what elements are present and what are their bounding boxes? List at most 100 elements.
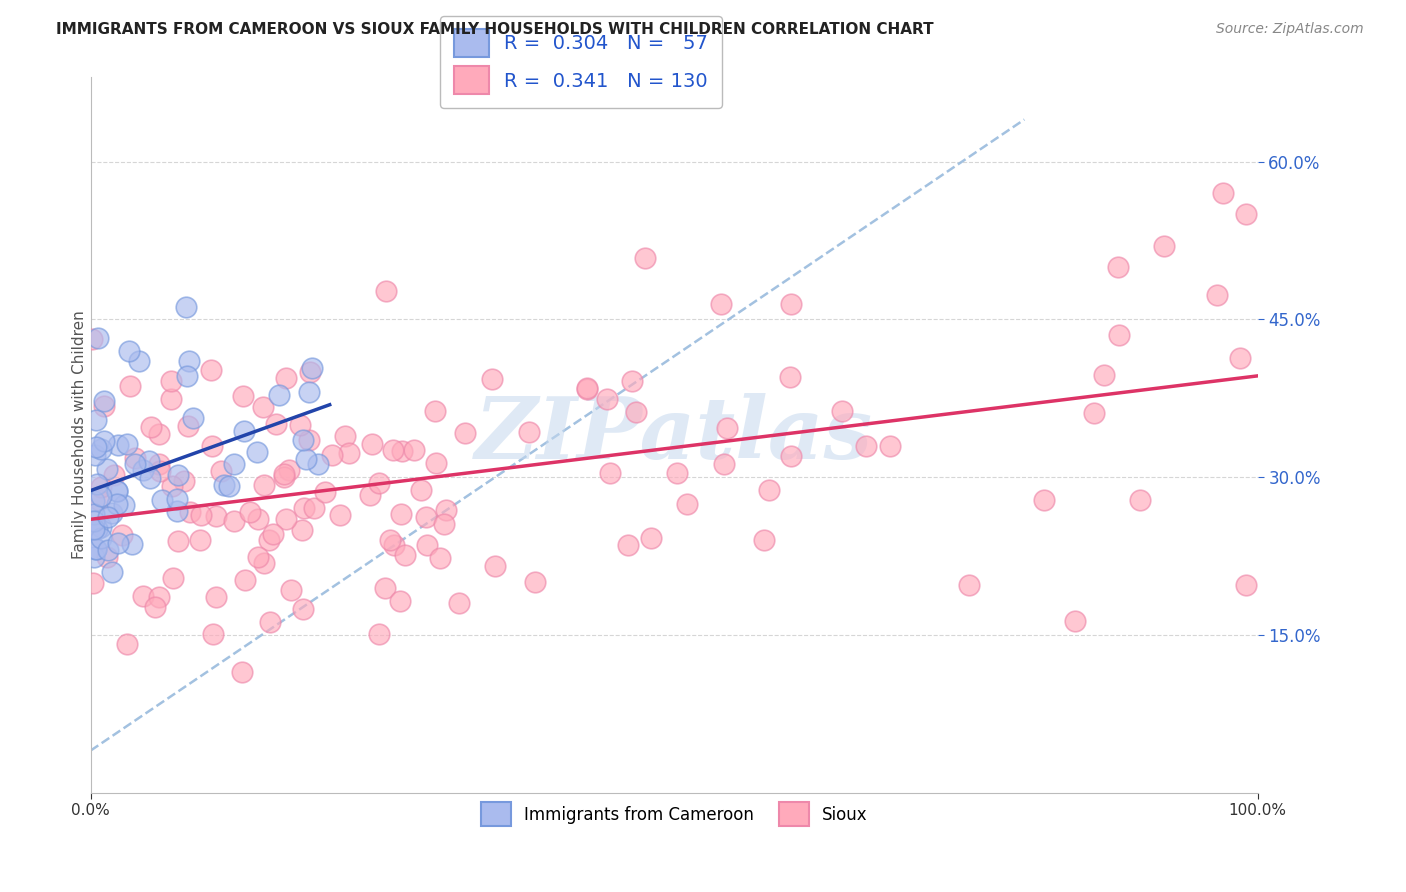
Point [576, 381, 599, 395]
Point [640, 531, 662, 545]
Point [246, 550, 269, 565]
Point [246, 444, 269, 458]
Point [149, 464, 172, 478]
Point [1092, 368, 1115, 383]
Point [301, 361, 323, 376]
Point [676, 497, 699, 511]
Point [314, 485, 336, 500]
Point [276, 371, 298, 385]
Point [139, 471, 162, 485]
Point [107, 483, 129, 498]
Point [337, 446, 360, 460]
Point [274, 512, 297, 526]
Point [292, 602, 315, 616]
Point [290, 417, 312, 432]
Point [273, 467, 295, 482]
Point [394, 548, 416, 562]
Point [84, 448, 107, 462]
Point [378, 533, 401, 547]
Point [233, 573, 256, 587]
Point [297, 385, 319, 400]
Point [329, 508, 352, 522]
Point [128, 354, 150, 368]
Point [524, 575, 547, 590]
Point [86, 522, 108, 536]
Point [200, 363, 222, 377]
Point [201, 439, 224, 453]
Point [517, 425, 540, 439]
Point [1064, 614, 1087, 628]
Point [159, 374, 181, 388]
Point [273, 469, 295, 483]
Point [307, 457, 329, 471]
Point [291, 523, 314, 537]
Point [124, 450, 146, 465]
Point [295, 452, 318, 467]
Point [176, 300, 198, 314]
Point [758, 483, 780, 497]
Point [277, 463, 299, 477]
Point [262, 527, 284, 541]
Point [188, 533, 211, 547]
Point [626, 405, 648, 419]
Point [224, 514, 246, 528]
Point [429, 551, 451, 566]
Point [162, 571, 184, 585]
Point [118, 343, 141, 358]
Point [713, 457, 735, 471]
Point [205, 590, 228, 604]
Point [177, 354, 200, 368]
Point [710, 297, 733, 311]
Point [416, 538, 439, 552]
Point [218, 478, 240, 492]
Point [259, 615, 281, 629]
Point [105, 484, 128, 499]
Point [118, 379, 141, 393]
Point [83, 522, 105, 536]
Point [621, 374, 644, 388]
Point [84, 542, 107, 557]
Point [232, 389, 254, 403]
Point [716, 421, 738, 435]
Point [481, 372, 503, 386]
Point [90, 489, 112, 503]
Point [105, 497, 128, 511]
Point [148, 457, 170, 471]
Point [90, 520, 112, 534]
Point [160, 479, 183, 493]
Point [86, 440, 108, 454]
Point [166, 492, 188, 507]
Point [333, 428, 356, 442]
Point [1083, 406, 1105, 420]
Point [90, 531, 112, 545]
Point [190, 508, 212, 522]
Point [298, 434, 321, 448]
Point [90, 442, 112, 457]
Point [599, 467, 621, 481]
Point [115, 637, 138, 651]
Legend: Immigrants from Cameroon, Sioux: Immigrants from Cameroon, Sioux [472, 794, 876, 834]
Point [82, 575, 104, 590]
Point [231, 665, 253, 679]
Point [879, 439, 901, 453]
Point [484, 558, 506, 573]
Point [634, 252, 657, 266]
Point [302, 501, 325, 516]
Point [402, 443, 425, 458]
Point [253, 478, 276, 492]
Point [779, 369, 801, 384]
Point [86, 476, 108, 491]
Point [374, 582, 396, 596]
Point [148, 590, 170, 604]
Point [176, 419, 198, 434]
Point [292, 433, 315, 447]
Text: IMMIGRANTS FROM CAMEROON VS SIOUX FAMILY HOUSEHOLDS WITH CHILDREN CORRELATION CH: IMMIGRANTS FROM CAMEROON VS SIOUX FAMILY… [56, 22, 934, 37]
Point [1234, 578, 1257, 592]
Point [166, 504, 188, 518]
Point [224, 457, 246, 471]
Point [780, 449, 803, 463]
Point [212, 478, 235, 492]
Point [596, 392, 619, 406]
Point [831, 403, 853, 417]
Point [391, 443, 413, 458]
